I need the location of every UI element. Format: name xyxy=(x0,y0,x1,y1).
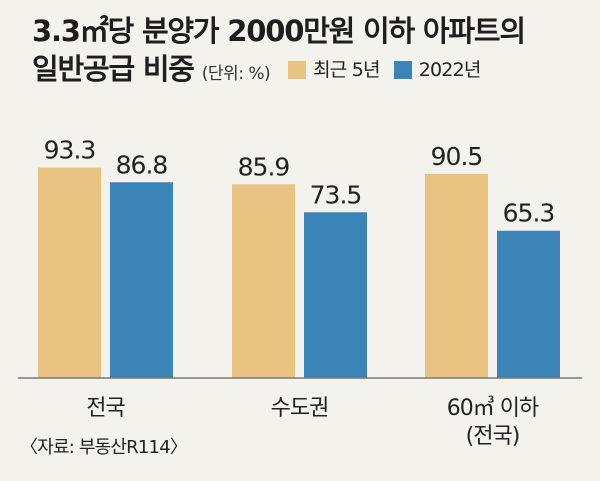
value-label-2022-0: 86.8 xyxy=(116,150,168,179)
category-label-0: 전국 xyxy=(86,396,125,421)
category-label-1: 수도권 xyxy=(271,396,329,421)
value-label-recent-5y-2: 90.5 xyxy=(431,142,483,171)
bars-group: 93.3 86.8 85.9 73.5 90.5 65.3 xyxy=(38,136,560,378)
bar-2022-2 xyxy=(497,230,560,378)
legend-item-recent-5y: 최근 5년 xyxy=(288,51,380,89)
category-labels-group: 전국 수도권 60㎥ 이하 (전국) xyxy=(86,395,540,449)
value-label-recent-5y-1: 85.9 xyxy=(238,152,290,181)
value-label-2022-1: 73.5 xyxy=(310,180,362,209)
bar-recent-5y-2 xyxy=(425,173,488,378)
bar-2022-1 xyxy=(304,212,367,378)
legend: 최근 5년 2022년 xyxy=(288,51,494,89)
legend-label-recent-5y: 최근 5년 xyxy=(313,59,380,81)
legend-swatch-2022 xyxy=(393,61,412,79)
title-line-2: 일반공급 비중 xyxy=(32,52,195,86)
bar-recent-5y-1 xyxy=(232,184,295,378)
bar-2022-0 xyxy=(110,182,173,378)
legend-item-2022: 2022년 xyxy=(393,51,482,89)
value-label-recent-5y-0: 93.3 xyxy=(44,136,96,165)
source-note: 〈자료: 부동산R114〉 xyxy=(20,437,188,458)
category-label-2: 60㎥ 이하 (전국) xyxy=(447,395,539,449)
legend-label-2022: 2022년 xyxy=(418,59,482,81)
bar-recent-5y-0 xyxy=(38,167,101,378)
legend-swatch-recent-5y xyxy=(288,61,307,79)
value-label-2022-2: 65.3 xyxy=(503,199,555,228)
title-line-2-row: 일반공급 비중 (단위: %) 최근 5년 2022년 xyxy=(32,50,525,93)
chart-title: 3.3㎡당 분양가 2000만원 이하 아파트의 일반공급 비중 (단위: %)… xyxy=(32,12,526,93)
title-line-1: 3.3㎡당 분양가 2000만원 이하 아파트의 xyxy=(32,14,526,48)
unit-label: (단위: %) xyxy=(201,64,271,84)
